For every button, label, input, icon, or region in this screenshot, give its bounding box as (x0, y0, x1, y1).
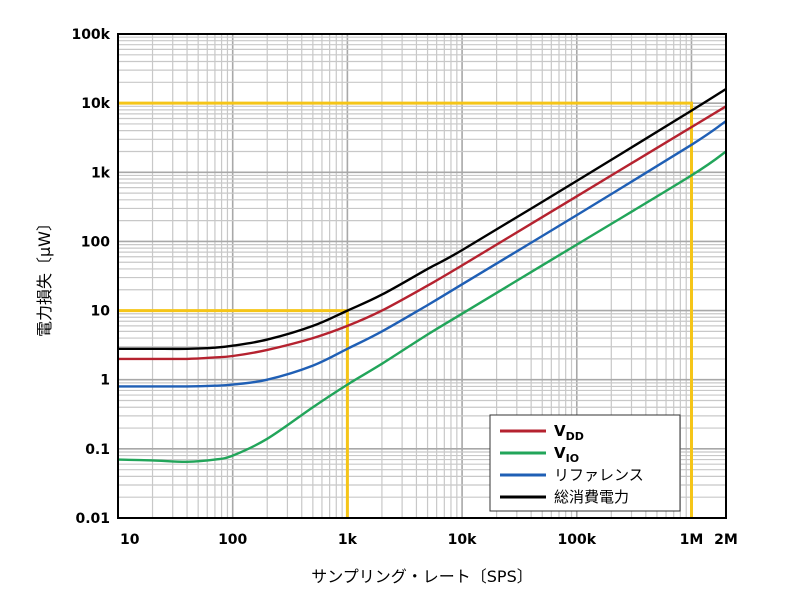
series-lines (117, 87, 727, 464)
y-tick-label: 100 (81, 234, 110, 250)
legend-label: リファレンス (554, 466, 644, 484)
x-tick-label: 10 (120, 532, 140, 548)
x-tick-label: 2M (714, 532, 738, 548)
x-tick-label: 1k (338, 532, 358, 548)
x-tick-label: 1M (680, 532, 704, 548)
y-tick-label: 0.1 (85, 442, 110, 458)
x-tick-label: 10k (448, 532, 477, 548)
y-tick-label: 0.01 (75, 511, 110, 527)
series-line-4 (117, 87, 727, 351)
y-axis-title: 電力損失〔μW〕 (35, 215, 54, 337)
legend-label: VDD (554, 422, 584, 443)
x-tick-label: 100 (218, 532, 247, 548)
y-tick-label: 1k (91, 165, 111, 181)
legend-label: VIO (554, 444, 579, 465)
series-line-1 (118, 105, 727, 361)
y-tick-label: 100k (71, 27, 110, 43)
y-tick-label: 10 (91, 304, 111, 320)
y-tick-label: 10k (81, 96, 110, 112)
y-tick-labels: 0.01 0.1 1 10 100 1k 10k 100k (71, 27, 110, 527)
series-line-2 (117, 150, 727, 464)
series-line-3 (117, 120, 727, 388)
legend-label: 総消費電力 (554, 488, 629, 506)
x-tick-label: 100k (558, 532, 597, 548)
x-axis-title: サンプリング・レート〔SPS〕 (311, 567, 532, 586)
plot-frame (117, 33, 727, 519)
reference-line-2 (118, 101, 693, 518)
x-tick-labels: 10 100 1k 10k 100k 1M 2M (120, 532, 738, 548)
y-tick-label: 1 (100, 373, 110, 389)
